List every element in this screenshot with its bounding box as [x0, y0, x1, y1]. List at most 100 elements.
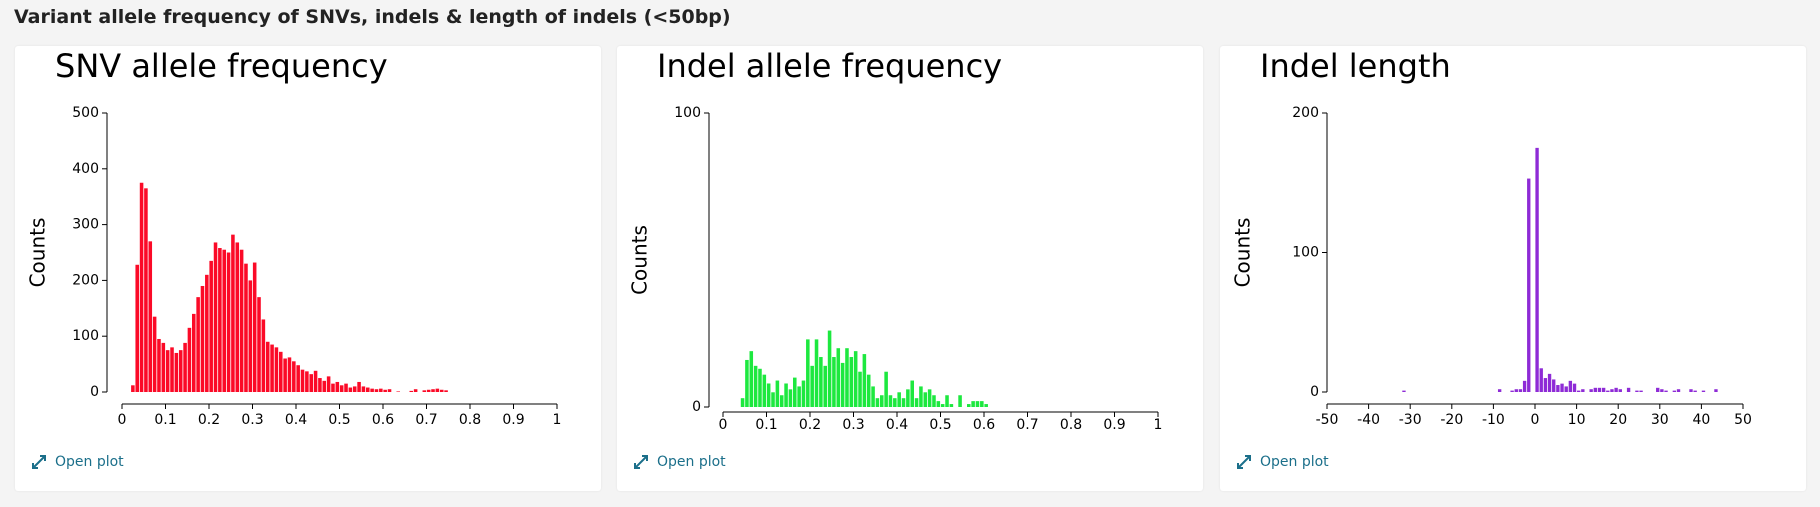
- y-axis-label: Counts: [628, 225, 652, 295]
- bar: [1514, 389, 1518, 392]
- bar: [135, 264, 139, 392]
- bar: [1676, 389, 1681, 392]
- bar: [1618, 389, 1622, 392]
- bar: [1656, 387, 1660, 392]
- bar: [205, 274, 209, 392]
- expand-icon: [32, 455, 46, 469]
- bar: [793, 377, 797, 407]
- x-tick-label: 0.5: [929, 417, 951, 433]
- x-tick-label: 0.8: [459, 412, 481, 428]
- bar: [936, 401, 941, 407]
- bar: [784, 383, 788, 407]
- bar: [235, 242, 240, 392]
- bar: [775, 380, 780, 407]
- chart: Indel allele frequency Counts 0 100 0 0.1 0.2 0…: [628, 47, 1163, 433]
- bar: [871, 386, 875, 407]
- bar: [265, 341, 270, 392]
- open-plot-link[interactable]: Open plot: [31, 454, 124, 470]
- bar: [788, 389, 793, 407]
- open-plot-text[interactable]: Open plot: [55, 454, 124, 470]
- y-tick-label: 100: [72, 328, 99, 344]
- bar: [1610, 389, 1614, 392]
- bar: [187, 327, 192, 392]
- bar: [370, 388, 374, 392]
- bar: [383, 389, 387, 392]
- bar: [200, 285, 205, 392]
- bar: [884, 371, 888, 407]
- y-tick-label: 200: [72, 272, 99, 288]
- bar: [866, 374, 871, 407]
- x-tick-label: 0.7: [415, 412, 437, 428]
- x-tick-label: -40: [1357, 412, 1380, 428]
- bar: [914, 398, 919, 407]
- bar: [949, 404, 954, 407]
- expand-icon: [1237, 455, 1251, 469]
- y-tick-label: 300: [72, 217, 99, 233]
- chart-title: Indel length: [1260, 47, 1451, 85]
- bar: [975, 401, 980, 407]
- bar: [923, 392, 928, 407]
- bar: [335, 381, 340, 392]
- bar: [344, 383, 348, 392]
- x-tick-label: -20: [1440, 412, 1463, 428]
- bar: [357, 381, 361, 392]
- open-plot-link[interactable]: Open plot: [633, 454, 726, 470]
- open-plot-text[interactable]: Open plot: [657, 454, 726, 470]
- bar: [300, 369, 305, 392]
- bar: [858, 371, 862, 407]
- bar: [958, 395, 962, 407]
- chart-title: SNV allele frequency: [55, 47, 388, 85]
- bar: [771, 392, 775, 407]
- x-tick-label: 0.6: [973, 417, 995, 433]
- bar: [945, 395, 949, 407]
- x-tick-label: -30: [1399, 412, 1422, 428]
- bar: [901, 398, 906, 407]
- bar: [1601, 387, 1606, 392]
- bar: [305, 371, 309, 392]
- bar: [313, 370, 318, 392]
- bar: [435, 388, 440, 392]
- bar: [745, 359, 749, 407]
- y-tick-label: 400: [72, 161, 99, 177]
- bar: [919, 386, 923, 407]
- open-plot-text[interactable]: Open plot: [1260, 454, 1329, 470]
- bar: [318, 378, 322, 392]
- x-tick-label: 0.9: [502, 412, 524, 428]
- bar: [819, 357, 823, 407]
- bar: [213, 242, 218, 392]
- bar: [274, 347, 279, 392]
- bar: [170, 347, 174, 392]
- bar: [1497, 389, 1502, 392]
- bar: [209, 260, 213, 392]
- bar: [845, 348, 849, 407]
- y-tick-label: 500: [72, 105, 99, 121]
- bar: [1714, 389, 1718, 392]
- bar: [196, 297, 200, 392]
- x-tick-label: 0.2: [799, 417, 821, 433]
- bar: [779, 395, 784, 407]
- x-tick-label: 0.4: [285, 412, 307, 428]
- bar: [387, 389, 392, 392]
- bar: [379, 388, 383, 392]
- bar: [766, 383, 771, 407]
- bar: [927, 389, 932, 407]
- bar: [823, 365, 827, 407]
- bar: [248, 280, 253, 392]
- bar: [426, 389, 431, 392]
- bar: [287, 357, 292, 392]
- page-heading: Variant allele frequency of SNVs, indels…: [14, 6, 731, 28]
- x-tick-label: 20: [1609, 412, 1627, 428]
- bar: [296, 365, 300, 392]
- y-tick-label: 100: [674, 105, 701, 121]
- bar: [1522, 380, 1527, 392]
- x-tick-label: 50: [1734, 412, 1752, 428]
- open-plot-link[interactable]: Open plot: [1236, 454, 1329, 470]
- bar: [1689, 389, 1693, 392]
- bar: [910, 380, 914, 407]
- x-tick-label: 0: [1531, 412, 1540, 428]
- x-tick-label: 0.1: [755, 417, 777, 433]
- bar: [183, 342, 187, 392]
- bar: [1547, 373, 1552, 392]
- bar: [967, 404, 971, 407]
- y-tick-label: 0: [1310, 384, 1319, 400]
